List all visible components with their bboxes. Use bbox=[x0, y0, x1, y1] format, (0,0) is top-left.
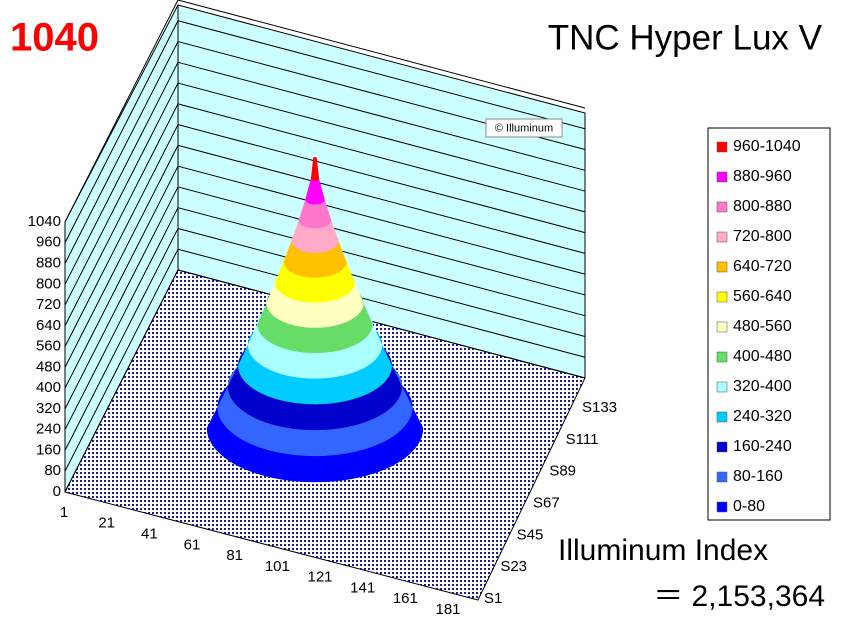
x-tick-label: 121 bbox=[307, 569, 332, 586]
z-tick-label: 720 bbox=[36, 296, 61, 313]
z-tick-label: 400 bbox=[36, 379, 61, 396]
x-tick-label: 81 bbox=[226, 547, 243, 564]
legend-label: 880-960 bbox=[733, 168, 792, 185]
y-tick-label: S111 bbox=[566, 431, 599, 448]
legend-label: 160-240 bbox=[733, 438, 792, 455]
legend-box bbox=[707, 127, 831, 521]
z-tick-label: 880 bbox=[36, 255, 61, 272]
grid-line bbox=[64, 124, 586, 347]
legend-swatch bbox=[716, 171, 728, 183]
x-tick-label: 21 bbox=[98, 515, 115, 532]
legend-label: 480-560 bbox=[733, 318, 792, 335]
legend-label: 400-480 bbox=[733, 348, 792, 365]
legend-swatch bbox=[716, 411, 728, 423]
z-tick-label: 80 bbox=[44, 462, 61, 479]
legend-label: 960-1040 bbox=[733, 138, 801, 155]
legend-swatch bbox=[716, 321, 728, 333]
x-tick-label: 61 bbox=[184, 536, 201, 553]
index-label: Illuminum Index bbox=[558, 534, 768, 567]
y-tick-label: S23 bbox=[500, 558, 527, 575]
x-tick-label: 101 bbox=[265, 558, 290, 575]
legend-swatch bbox=[716, 291, 728, 303]
surface bbox=[206, 157, 424, 483]
legend-label: 0-80 bbox=[733, 498, 765, 515]
grid-line bbox=[64, 144, 586, 368]
grid-line bbox=[64, 82, 586, 306]
grid-line bbox=[64, 269, 586, 493]
x-tick-label: 161 bbox=[393, 590, 418, 607]
legend-label: 640-720 bbox=[733, 258, 792, 275]
legend-swatch bbox=[716, 201, 728, 213]
z-tick-label: 1040 bbox=[28, 213, 61, 230]
legend-label: 80-160 bbox=[733, 468, 783, 485]
y-tick-label: S1 bbox=[484, 590, 502, 607]
x-tick-label: 1 bbox=[60, 504, 68, 521]
grid-line bbox=[64, 165, 586, 389]
peak-label: 1040 bbox=[10, 16, 99, 60]
z-tick-label: 0 bbox=[53, 483, 61, 500]
grid-line bbox=[64, 186, 586, 410]
legend-swatch bbox=[716, 441, 728, 453]
y-tick-label: S133 bbox=[582, 399, 617, 416]
legend-swatch bbox=[716, 351, 728, 363]
z-tick-label: 240 bbox=[36, 421, 61, 438]
z-tick-label: 480 bbox=[36, 358, 61, 375]
y-tick-label: S67 bbox=[533, 494, 560, 511]
legend-label: 320-400 bbox=[733, 378, 792, 395]
legend-swatch bbox=[716, 501, 728, 513]
legend-swatch bbox=[716, 471, 728, 483]
legend-label: 720-800 bbox=[733, 228, 792, 245]
grid-line bbox=[64, 20, 586, 243]
x-tick-label: 181 bbox=[435, 601, 460, 618]
z-tick-label: 560 bbox=[36, 338, 61, 355]
legend-label: 240-320 bbox=[733, 408, 792, 425]
watermark-box bbox=[485, 118, 563, 138]
x-tick-label: 41 bbox=[141, 526, 158, 543]
grid-line bbox=[64, 227, 586, 451]
grid-line bbox=[64, 248, 586, 472]
surface-band bbox=[310, 157, 320, 181]
z-tick-label: 160 bbox=[36, 441, 61, 458]
z-tick-label: 320 bbox=[36, 400, 61, 417]
legend-swatch bbox=[716, 231, 728, 243]
z-tick-label: 640 bbox=[36, 317, 61, 334]
z-tick-label: 800 bbox=[36, 275, 61, 292]
legend-label: 800-880 bbox=[733, 198, 792, 215]
legend-swatch bbox=[716, 261, 728, 273]
grid bbox=[64, 0, 586, 493]
y-tick-label: S45 bbox=[517, 526, 544, 543]
watermark: © Illuminum bbox=[495, 122, 553, 134]
index-value: ＝ 2,153,364 bbox=[653, 580, 825, 613]
chart-title: TNC Hyper Lux V bbox=[548, 18, 823, 57]
y-tick-label: S89 bbox=[549, 463, 576, 480]
legend: 960-1040 880-960 800-880 720-800 640-720 560-… bbox=[716, 138, 801, 515]
grid-line bbox=[64, 61, 586, 285]
axis-labels: 0 80 160 240 320 400 480 560 640 720 800 880 960 1040… bbox=[28, 213, 617, 618]
legend-swatch bbox=[716, 141, 728, 153]
grid-line bbox=[64, 207, 586, 430]
legend-label: 560-640 bbox=[733, 288, 792, 305]
legend-swatch bbox=[716, 381, 728, 393]
grid-line bbox=[64, 0, 586, 223]
z-tick-label: 960 bbox=[36, 234, 61, 251]
grid-line bbox=[64, 40, 586, 264]
grid-line bbox=[64, 103, 586, 327]
x-tick-label: 141 bbox=[350, 579, 375, 596]
